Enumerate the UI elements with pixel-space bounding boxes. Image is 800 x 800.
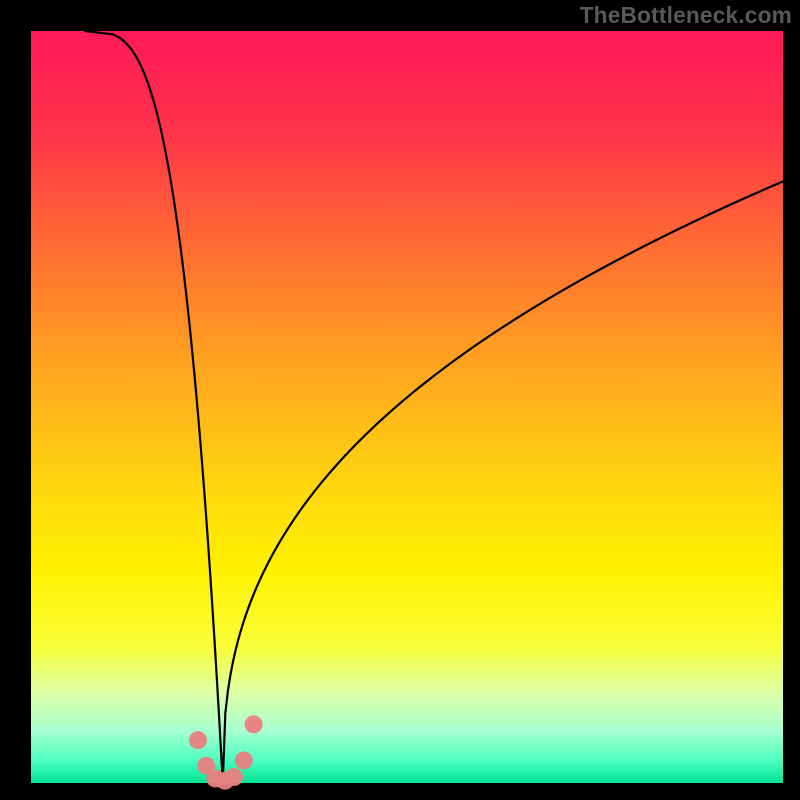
- chart-svg: [31, 31, 783, 783]
- curve-marker: [245, 715, 263, 733]
- curve-marker: [235, 751, 253, 769]
- watermark-text: TheBottleneck.com: [580, 2, 792, 29]
- curve-marker: [189, 731, 207, 749]
- gradient-background: [31, 31, 783, 783]
- canvas: TheBottleneck.com: [0, 0, 800, 800]
- curve-marker: [225, 768, 243, 786]
- plot-area: [31, 31, 783, 783]
